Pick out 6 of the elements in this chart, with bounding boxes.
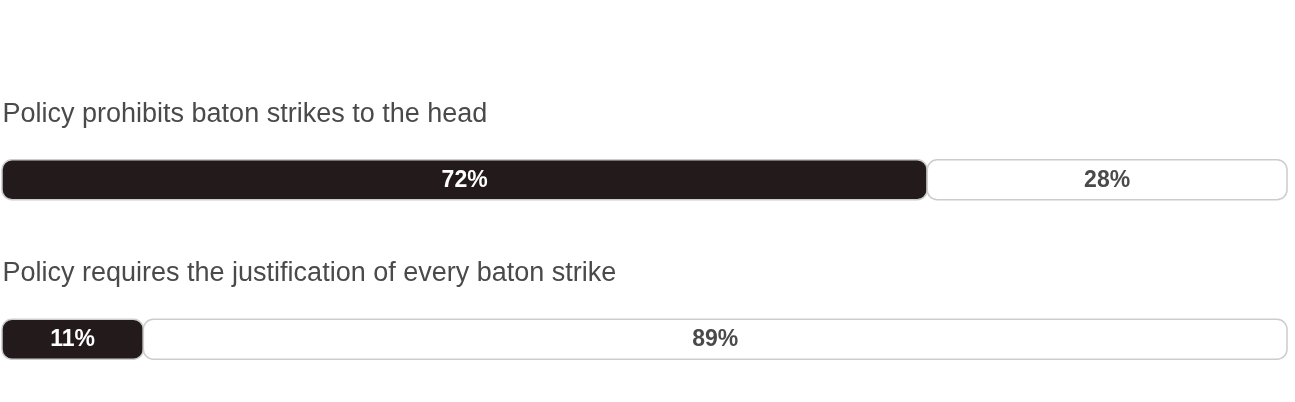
y-tick-label: Policy prohibits baton strikes to the head — [2, 97, 488, 128]
data-label: 11% — [50, 325, 96, 352]
y-tick-label: Policy requires the justification of every baton strike — [2, 257, 617, 288]
data-label: 28% — [1084, 165, 1131, 192]
data-label: 89% — [692, 325, 739, 352]
data-label: 72% — [441, 165, 488, 192]
